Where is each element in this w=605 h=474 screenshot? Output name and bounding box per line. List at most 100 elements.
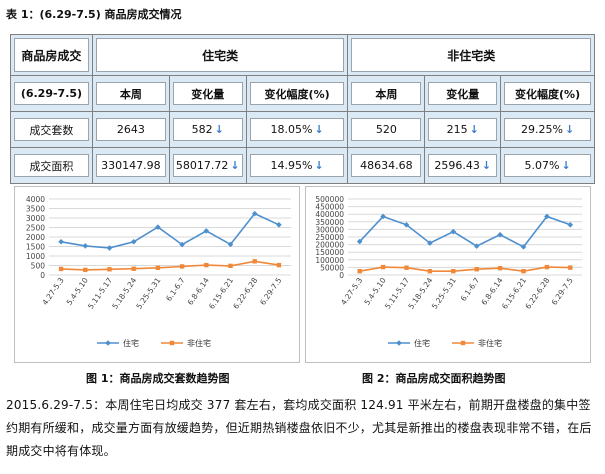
x-tick-label: 5.25-5.31	[134, 276, 162, 311]
chart-1-frame: 0 500 1000 1500 2000 2500 3000 3500 4000 4.27-5.3…	[14, 186, 300, 363]
x-tick-label: 6.8-6.14	[186, 276, 211, 307]
down-arrow-icon: ↓	[469, 123, 479, 136]
y-tick-label: 400000	[315, 210, 344, 219]
header-main: 商品房成交	[14, 38, 89, 72]
res-change-value: 58017.72	[175, 159, 229, 172]
y-tick-label: 4000	[26, 195, 45, 204]
series-line	[60, 212, 280, 249]
data-point	[451, 269, 456, 274]
table-title: 表 1：(6.29-7.5) 商品房成交情况	[6, 8, 182, 21]
group-residential: 住宅类	[95, 38, 345, 72]
col-change-res: 变化量	[172, 82, 243, 105]
legend-marker	[169, 340, 175, 346]
data-point	[83, 267, 88, 273]
data-point	[204, 262, 209, 268]
x-tick-label: 6.22-6.28	[231, 276, 259, 311]
data-point	[58, 266, 64, 272]
x-tick-label: 5.4-5.10	[362, 276, 387, 307]
data-point	[450, 228, 457, 235]
y-tick-label: 2500	[26, 224, 45, 233]
col-change-pct-non: 变化幅度(%)	[504, 82, 591, 105]
data-point	[58, 238, 64, 245]
series-line	[359, 215, 571, 248]
data-point	[252, 259, 257, 264]
data-point	[473, 243, 480, 249]
data-point	[179, 264, 185, 269]
non-pct-value: 5.07%	[524, 159, 560, 172]
down-arrow-icon: ↓	[230, 159, 240, 172]
data-point	[521, 269, 526, 274]
deal-table: 商品房成交 住宅类 非住宅类 (6.29-7.5) 本周 变化量 变化幅度(%)…	[10, 34, 595, 184]
legend-marker	[396, 340, 402, 346]
series-line	[359, 266, 571, 273]
y-tick-label: 300000	[315, 225, 344, 234]
series-line	[61, 260, 280, 271]
legend-marker	[105, 340, 111, 346]
non-change-value: 215	[446, 123, 468, 136]
data-point	[357, 269, 362, 274]
data-point	[155, 224, 161, 230]
col-change-pct-res: 变化幅度(%)	[249, 82, 345, 105]
res-pct-value: 14.95%	[270, 159, 313, 172]
x-tick-label: 4.27-5.3	[40, 276, 65, 307]
data-point	[356, 238, 363, 245]
res-change-value: 582	[191, 123, 213, 136]
legend-label: 住宅	[414, 338, 430, 348]
non-pct-value: 29.25%	[520, 123, 563, 136]
x-tick-label: 5.4-5.10	[65, 276, 90, 307]
y-tick-label: 3500	[26, 205, 45, 214]
col-this-week-res: 本周	[95, 82, 166, 105]
legend-label: 住宅	[123, 338, 139, 348]
data-point	[155, 265, 161, 270]
y-tick-label: 0	[40, 271, 45, 280]
down-arrow-icon: ↓	[314, 159, 324, 172]
res-pct-value: 18.05%	[270, 123, 313, 136]
data-point	[251, 210, 258, 217]
y-tick-label: 200000	[315, 241, 344, 250]
non-week-value: 520	[351, 118, 422, 141]
data-point	[203, 228, 210, 234]
x-tick-label: 6.1-6.7	[459, 276, 482, 303]
non-week-value: 48634.68	[351, 154, 422, 177]
data-point	[131, 266, 136, 271]
x-tick-label: 4.27-5.3	[339, 276, 364, 307]
data-point	[82, 243, 89, 249]
data-point	[427, 269, 433, 274]
down-arrow-icon: ↓	[481, 159, 492, 172]
y-tick-label: 450000	[315, 203, 344, 212]
row-label: 成交面积	[14, 154, 89, 177]
y-tick-label: 50000	[320, 263, 344, 272]
y-tick-label: 1000	[26, 252, 45, 261]
data-point	[474, 267, 479, 272]
period-label: (6.29-7.5)	[14, 82, 89, 105]
col-change-non: 变化量	[428, 82, 498, 105]
row-label: 成交套数	[14, 118, 89, 141]
data-point	[567, 222, 574, 228]
y-tick-label: 2000	[26, 233, 45, 242]
chart-2-frame: 0 50000 100000 150000 200000 250000 300000 3500…	[305, 186, 591, 363]
res-week-value: 330147.98	[95, 154, 166, 177]
down-arrow-icon: ↓	[314, 123, 324, 136]
group-nonresidential: 非住宅类	[351, 38, 591, 72]
x-tick-label: 6.29-7.5	[258, 276, 283, 307]
table-row: 成交套数 2643 582 ↓ 18.05% ↓ 520 215 ↓ 29.25% ↓	[10, 111, 595, 148]
data-point	[497, 265, 503, 271]
y-tick-label: 100000	[315, 256, 344, 265]
legend-label: 非住宅	[478, 338, 502, 348]
legend-marker	[460, 340, 466, 346]
y-tick-label: 350000	[315, 218, 344, 227]
non-change-value: 2596.43	[434, 159, 480, 172]
chart-1-caption: 图 1：商品房成交套数趋势图	[86, 372, 230, 385]
col-this-week-non: 本周	[351, 82, 422, 105]
y-tick-label: 250000	[315, 233, 344, 242]
data-point	[130, 238, 137, 245]
y-tick-label: 3000	[26, 214, 45, 223]
y-tick-label: 1500	[26, 243, 45, 252]
legend-label: 非住宅	[187, 338, 211, 348]
data-point	[544, 213, 550, 220]
res-week-value: 2643	[95, 118, 166, 141]
chart-2: 0500001000001500002000002500003000003500…	[315, 195, 582, 348]
data-point	[497, 231, 503, 238]
data-point	[228, 263, 233, 269]
